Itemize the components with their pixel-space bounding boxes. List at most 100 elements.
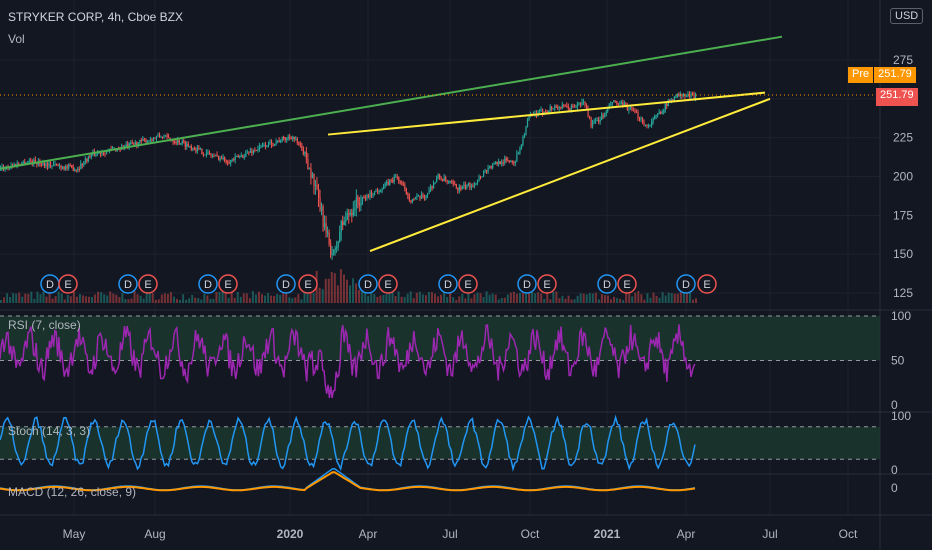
candle-body	[208, 152, 211, 155]
volume-bar	[591, 293, 594, 303]
candle-body	[601, 115, 603, 120]
symbol-title[interactable]: STRYKER CORP, 4h, Cboe BZX	[8, 10, 183, 24]
candle-body	[133, 143, 135, 145]
volume-bar	[658, 297, 661, 303]
candle-body	[283, 137, 285, 139]
candle-body	[13, 164, 15, 167]
candle-body	[211, 155, 214, 157]
volume-bar	[649, 297, 652, 303]
candle-body	[380, 191, 382, 193]
earnings-marker	[218, 274, 238, 294]
candle-body	[264, 144, 267, 147]
candle-body	[128, 143, 130, 147]
candle-body	[549, 106, 551, 111]
candle-body	[557, 107, 559, 109]
candle-body	[40, 164, 43, 166]
volume-bar	[245, 293, 248, 303]
volume-bar	[75, 296, 78, 303]
volume-bar	[570, 299, 573, 303]
dividend-marker	[438, 274, 458, 294]
rsi-band	[0, 316, 880, 361]
currency-button[interactable]: USD	[890, 8, 924, 24]
volume-bar	[421, 294, 424, 303]
volume-label[interactable]: Vol	[8, 32, 25, 46]
volume-bar	[21, 296, 24, 303]
volume-bar	[124, 299, 127, 303]
volume-bar	[321, 289, 324, 303]
volume-bar	[248, 298, 251, 303]
candle-body	[239, 156, 241, 158]
candle-body	[339, 232, 341, 242]
volume-bar	[476, 292, 479, 303]
volume-bar	[655, 295, 658, 303]
candle-body	[461, 186, 464, 190]
dividend-marker	[597, 274, 617, 294]
candle-body	[62, 167, 64, 169]
rsi-label[interactable]: RSI (7, close)	[8, 318, 81, 332]
macd-label[interactable]: MACD (12, 26, close, 9)	[8, 485, 137, 499]
candle-body	[221, 158, 223, 160]
candle-body	[448, 181, 450, 183]
volume-bar	[664, 295, 667, 303]
volume-bar	[424, 295, 427, 303]
volume-bar	[673, 293, 676, 303]
candle-body	[598, 120, 600, 122]
stoch-label[interactable]: Stoch (14, 3, 3)	[8, 424, 91, 438]
event-marker-label: D	[603, 279, 611, 291]
y-tick-label: 200	[893, 170, 913, 184]
volume-bar	[309, 291, 312, 303]
candle-body	[168, 136, 170, 139]
candle-body	[635, 112, 638, 114]
volume-bar	[518, 292, 521, 303]
volume-bar	[112, 293, 115, 303]
candle-body	[34, 159, 37, 164]
candle-body	[381, 188, 383, 192]
volume-bar	[355, 283, 358, 303]
candle-body	[440, 177, 442, 180]
candle-body	[555, 106, 557, 108]
volume-bar	[163, 293, 166, 303]
candle-body	[676, 94, 679, 98]
candle-body	[177, 140, 179, 143]
volume-bar	[409, 291, 412, 303]
candle-body	[479, 176, 482, 178]
candle-body	[190, 145, 192, 150]
candle-body	[345, 219, 347, 222]
candle-body	[602, 115, 604, 117]
candle-body	[369, 192, 371, 198]
candle-body	[145, 139, 147, 143]
volume-bar	[634, 292, 637, 303]
candle-body	[613, 100, 615, 103]
volume-bar	[473, 294, 476, 303]
volume-bar	[212, 298, 215, 303]
candle-body	[274, 143, 276, 146]
candle-body	[301, 145, 303, 149]
candle-body	[558, 107, 560, 109]
volume-bar	[467, 291, 470, 303]
volume-bar	[78, 294, 81, 303]
candle-body	[292, 136, 294, 140]
volume-bar	[142, 298, 145, 303]
candle-body	[572, 105, 574, 107]
volume-bar	[270, 295, 273, 303]
volume-bar	[616, 298, 619, 303]
candle-body	[86, 158, 88, 162]
earnings-marker	[138, 274, 158, 294]
volume-bar	[503, 297, 506, 303]
candle-body	[139, 139, 141, 143]
candle-body	[131, 142, 133, 144]
volume-bar	[57, 291, 60, 303]
volume-bar	[640, 294, 643, 303]
volume-bar	[63, 299, 66, 303]
candle-body	[414, 197, 417, 200]
volume-bar	[661, 292, 664, 303]
candle-body	[328, 232, 330, 244]
candle-body	[513, 162, 515, 164]
candle-body	[519, 148, 521, 154]
candle-body	[257, 148, 259, 151]
volume-bar	[327, 278, 330, 303]
volume-bar	[461, 293, 464, 303]
candle-body	[634, 110, 636, 113]
candle-body	[74, 169, 76, 171]
